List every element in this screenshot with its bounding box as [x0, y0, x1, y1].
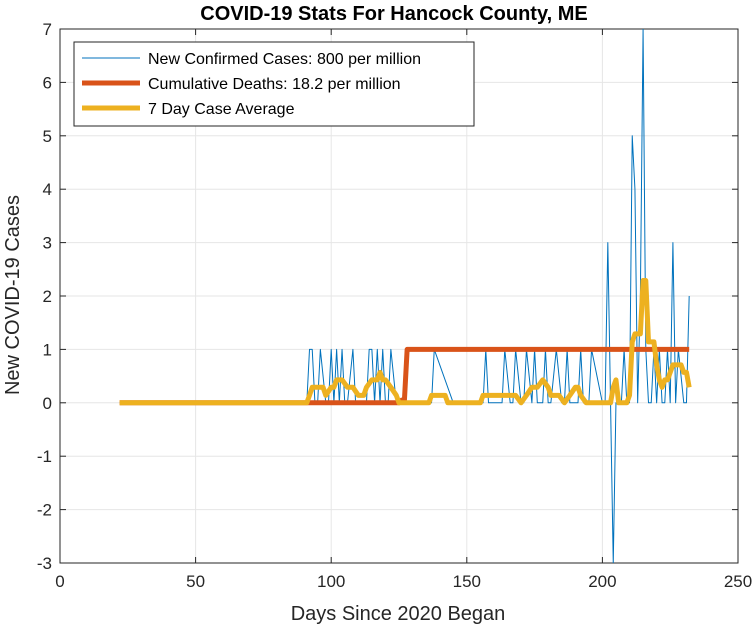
x-tick-label: 250: [724, 572, 752, 591]
y-tick-label: 3: [43, 234, 52, 253]
legend: New Confirmed Cases: 800 per million Cumu…: [73, 41, 475, 127]
y-tick-label: 2: [43, 287, 52, 306]
y-tick-label: 4: [43, 180, 52, 199]
y-tick-label: -3: [37, 554, 52, 573]
x-tick-label: 100: [317, 572, 345, 591]
y-tick-label: 6: [43, 73, 52, 92]
chart-title: COVID-19 Stats For Hancock County, ME: [200, 3, 587, 25]
series-lines: [119, 29, 692, 563]
legend-label: Cumulative Deaths: 18.2 per million: [148, 76, 401, 93]
x-tick-label: 0: [55, 572, 64, 591]
x-tick-label: 50: [186, 572, 205, 591]
y-axis-label: New COVID-19 Cases: [2, 195, 24, 395]
seven-day-average-line: [119, 278, 692, 406]
x-tick-label: 200: [588, 572, 616, 591]
x-tick-label: 150: [453, 572, 481, 591]
legend-box: [73, 41, 475, 127]
legend-label: 7 Day Case Average: [148, 101, 295, 118]
x-axis-label: Days Since 2020 Began: [291, 603, 506, 625]
y-tick-label: 5: [43, 127, 52, 146]
y-tick-label: 7: [43, 20, 52, 39]
y-tick-label: -2: [37, 501, 52, 520]
y-tick-label: 1: [43, 340, 52, 359]
legend-label: New Confirmed Cases: 800 per million: [148, 51, 421, 68]
cumulative-deaths-line: [119, 346, 690, 406]
axes: 0 50 100 150 200 250 -3 -2 -1 0 1 2 3 4 5 6 7: [37, 20, 752, 591]
y-tick-label: -1: [37, 447, 52, 466]
y-tick-label: 0: [43, 394, 52, 413]
